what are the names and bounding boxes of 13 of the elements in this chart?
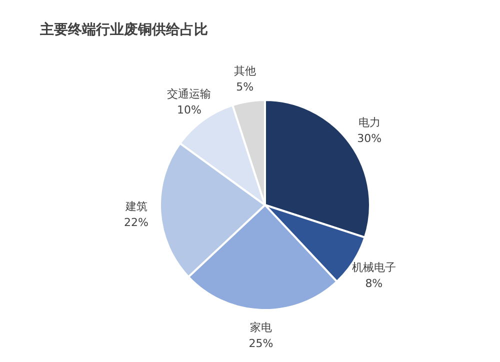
data-label: 30%: [357, 132, 382, 146]
slice-label: 交通运输: [167, 88, 212, 101]
slice-label: 机械电子: [352, 261, 396, 274]
data-label: 25%: [248, 336, 274, 350]
data-label: 5%: [236, 80, 254, 94]
slice-label: 家电: [250, 320, 272, 334]
data-label: 22%: [124, 216, 148, 230]
data-label: 10%: [176, 104, 202, 117]
slice-label: 电力: [358, 116, 380, 130]
slice-label: 建筑: [124, 200, 148, 214]
slice-label: 其他: [234, 64, 256, 78]
data-label: 8%: [365, 277, 383, 290]
chart-title: 主要终端行业废铜供给占比: [39, 21, 208, 38]
